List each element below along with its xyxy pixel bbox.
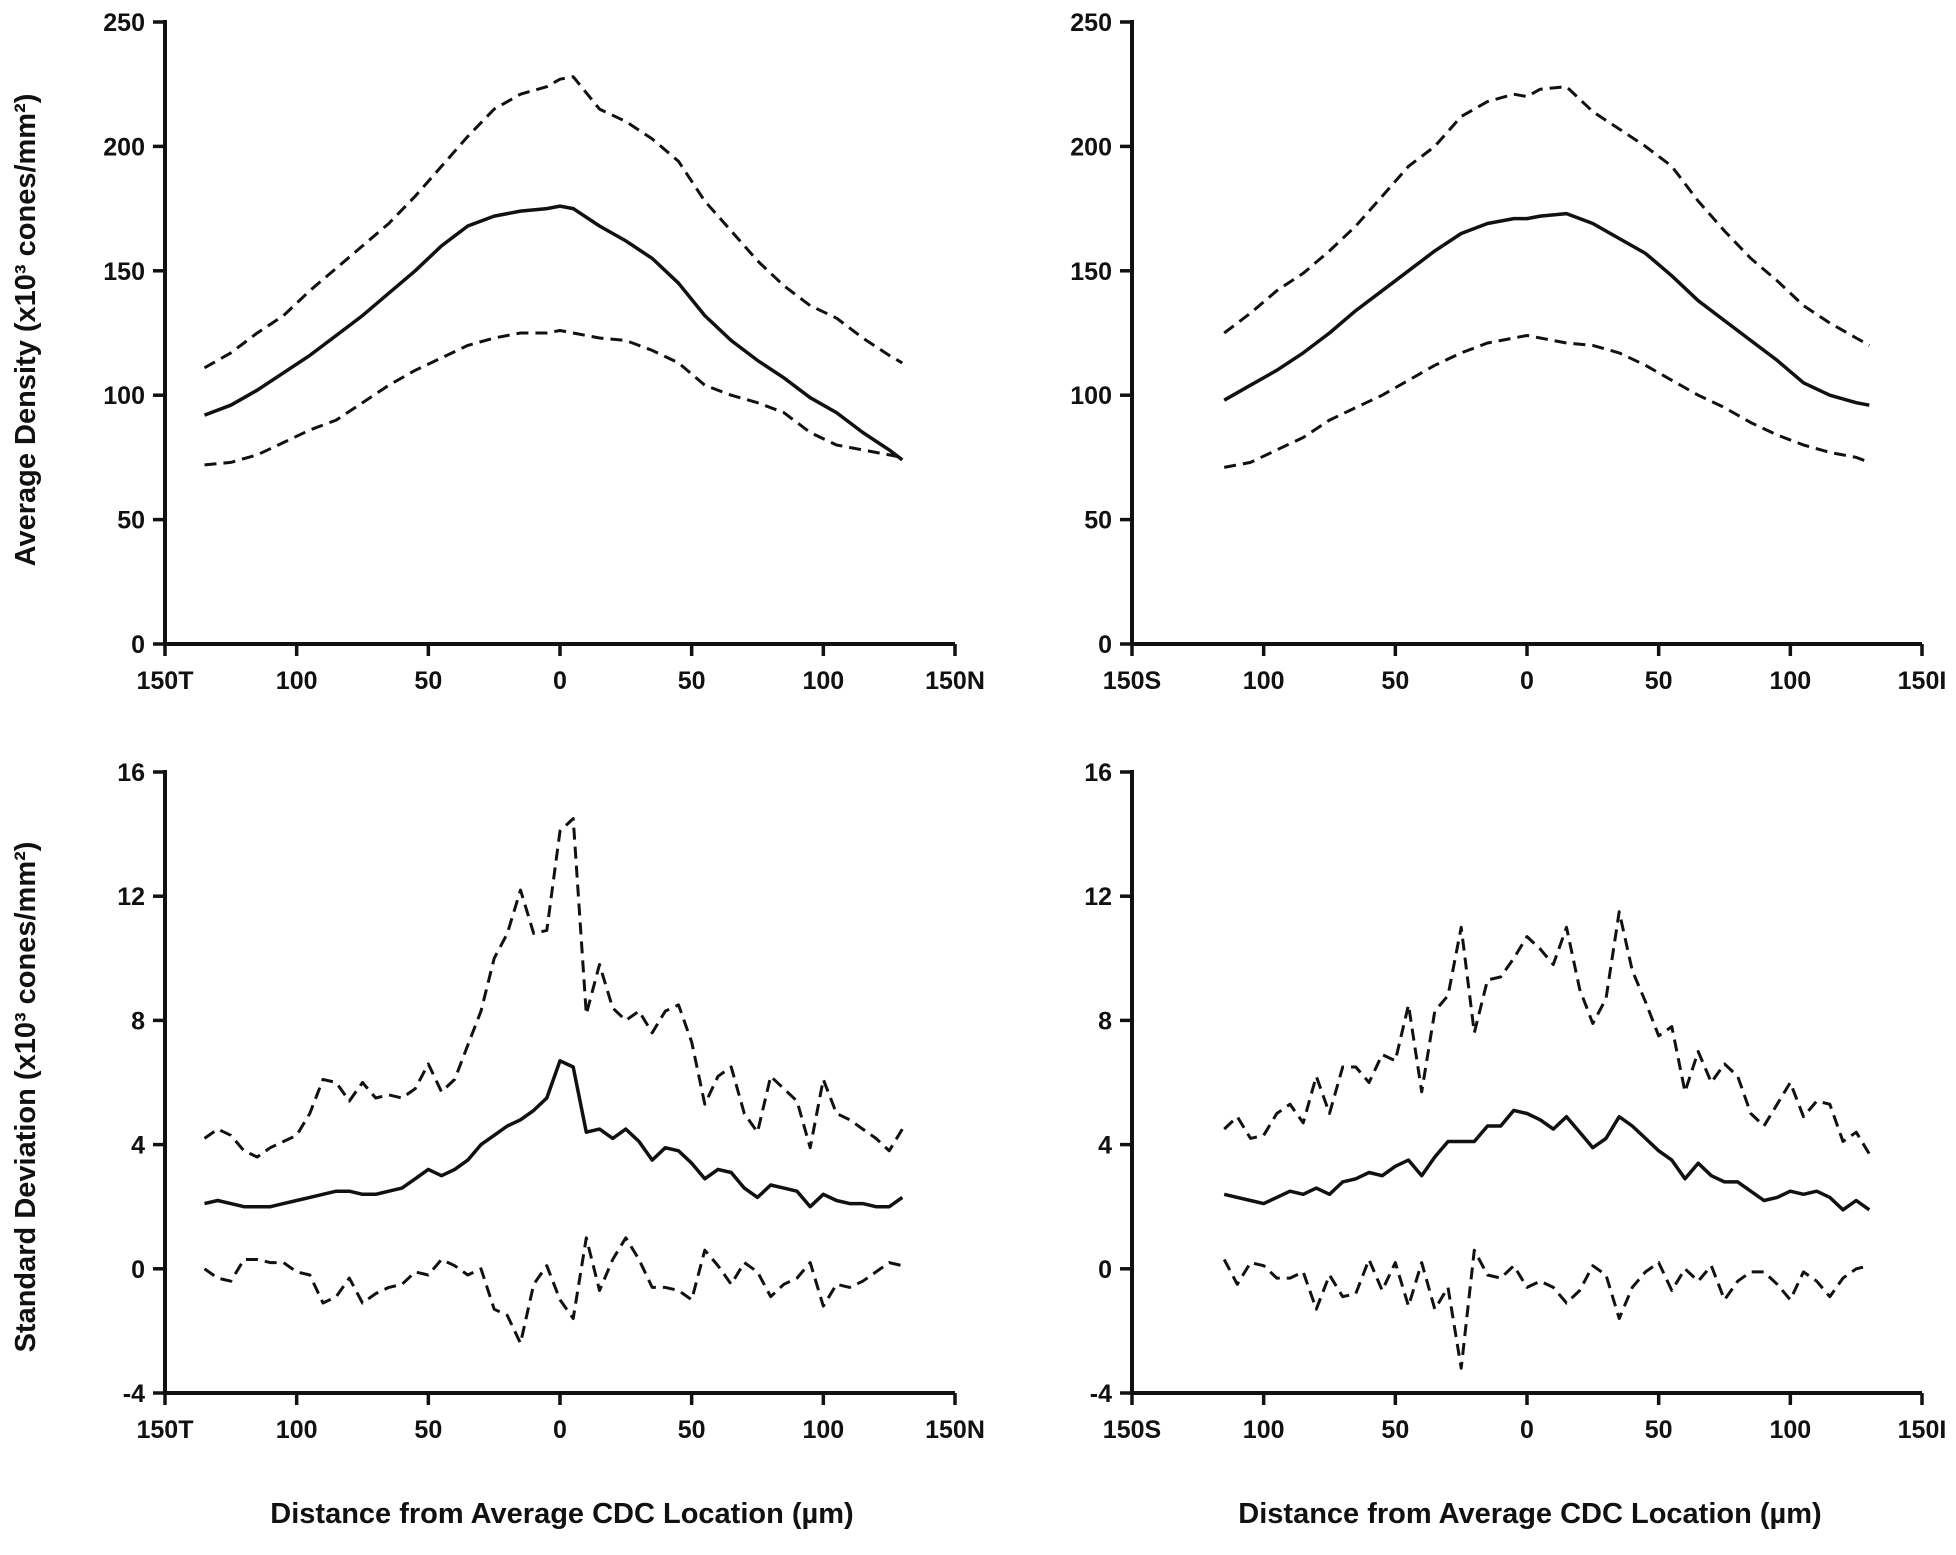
x-tick-label: 100 <box>276 667 318 695</box>
x-tick-label: 50 <box>1381 1416 1409 1444</box>
y-tick-label: 4 <box>1098 1132 1112 1160</box>
x-tick-label: 150I <box>1898 1416 1947 1444</box>
y-tick-label: 150 <box>103 258 145 286</box>
x-tick-label: 0 <box>1520 1416 1534 1444</box>
y-tick-label: 8 <box>131 1007 145 1035</box>
mean-line <box>1223 211 1870 407</box>
y-tick-label: 0 <box>131 1256 145 1284</box>
y-tick-label: 0 <box>1098 631 1112 659</box>
y-tick-label: 100 <box>103 382 145 410</box>
panel-top-left: Average Density (x10³ cones/mm²) 0 50 100 1… <box>10 9 985 695</box>
y-tick-label: 200 <box>1070 133 1112 161</box>
panel-bottom-right-plot: -4 0 4 8 12 16 150S 100 50 0 50 100 150I <box>1084 759 1946 1444</box>
y-tick-label: 100 <box>1070 382 1112 410</box>
y-tick-label: -4 <box>1090 1380 1112 1408</box>
y-tick-label: 250 <box>103 9 145 37</box>
x-tick-label: 150S <box>1103 667 1161 695</box>
x-tick-label: 100 <box>276 1416 318 1444</box>
x-tick-label: 150I <box>1898 667 1947 695</box>
y-tick-label: 250 <box>1070 9 1112 37</box>
y-tick-label: 4 <box>131 1132 145 1160</box>
mean-line <box>204 1059 904 1209</box>
x-tick-label: 150T <box>137 1416 194 1444</box>
y-tick-label: -4 <box>123 1380 145 1408</box>
x-tick-label: 100 <box>1769 667 1811 695</box>
y-axis-title: Standard Deviation (x10³ cones/mm²) <box>10 842 42 1353</box>
x-tick-label: 100 <box>802 1416 844 1444</box>
x-tick-label: 100 <box>1243 667 1285 695</box>
x-tick-label: 150N <box>925 667 985 695</box>
y-tick-label: 200 <box>103 133 145 161</box>
x-tick-label: 0 <box>1520 667 1534 695</box>
lower-bound-line <box>1223 334 1870 469</box>
y-tick-label: 12 <box>1084 883 1112 911</box>
y-tick-label: 0 <box>131 631 145 659</box>
lower-bound-line <box>1222 1248 1870 1370</box>
x-tick-label: 50 <box>1645 1416 1673 1444</box>
upper-bound-line <box>203 817 904 1159</box>
panel-bottom-left-plot: -4 0 4 8 12 16 150T 100 50 0 50 100 150N <box>117 759 985 1444</box>
x-tick-label: 50 <box>678 667 706 695</box>
x-tick-label: 50 <box>678 1416 706 1444</box>
x-tick-label: 0 <box>553 667 567 695</box>
x-tick-label: 150S <box>1103 1416 1161 1444</box>
y-tick-label: 16 <box>117 759 145 787</box>
x-tick-label: 50 <box>414 1416 442 1444</box>
upper-bound-line <box>1223 910 1871 1155</box>
y-tick-label: 50 <box>117 507 145 535</box>
x-tick-label: 100 <box>1243 1416 1285 1444</box>
panel-top-right: 0 50 100 150 200 250 150S 100 50 0 50 100 150I <box>1070 9 1946 695</box>
x-axis-title: Distance from Average CDC Location (µm) <box>1238 1498 1821 1530</box>
panel-bottom-right: Distance from Average CDC Location (µm) … <box>1084 759 1946 1530</box>
x-tick-label: 100 <box>802 667 844 695</box>
upper-bound-line <box>1223 85 1871 347</box>
x-axis-title: Distance from Average CDC Location (µm) <box>270 1498 853 1530</box>
y-tick-label: 50 <box>1084 507 1112 535</box>
y-tick-label: 150 <box>1070 258 1112 286</box>
panel-top-left-plot: 0 50 100 150 200 250 150T 100 50 0 50 100 150N <box>103 9 985 695</box>
x-tick-label: 50 <box>1381 667 1409 695</box>
mean-line <box>203 204 904 462</box>
upper-bound-line <box>203 75 904 370</box>
y-tick-label: 16 <box>1084 759 1112 787</box>
x-tick-label: 100 <box>1769 1416 1811 1444</box>
x-tick-label: 150N <box>925 1416 985 1444</box>
y-tick-label: 8 <box>1098 1007 1112 1035</box>
panel-bottom-left: Standard Deviation (x10³ cones/mm²) Dist… <box>10 759 985 1530</box>
y-tick-label: 0 <box>1098 1256 1112 1284</box>
mean-line <box>1223 1108 1871 1212</box>
panel-top-right-plot: 0 50 100 150 200 250 150S 100 50 0 50 100 150I <box>1070 9 1946 695</box>
x-tick-label: 50 <box>414 667 442 695</box>
y-tick-label: 12 <box>117 883 145 911</box>
y-axis-title: Average Density (x10³ cones/mm²) <box>10 94 42 567</box>
x-tick-label: 0 <box>553 1416 567 1444</box>
x-tick-label: 150T <box>137 667 194 695</box>
lower-bound-line <box>204 329 903 467</box>
x-tick-label: 50 <box>1645 667 1673 695</box>
lower-bound-line <box>203 1236 903 1345</box>
